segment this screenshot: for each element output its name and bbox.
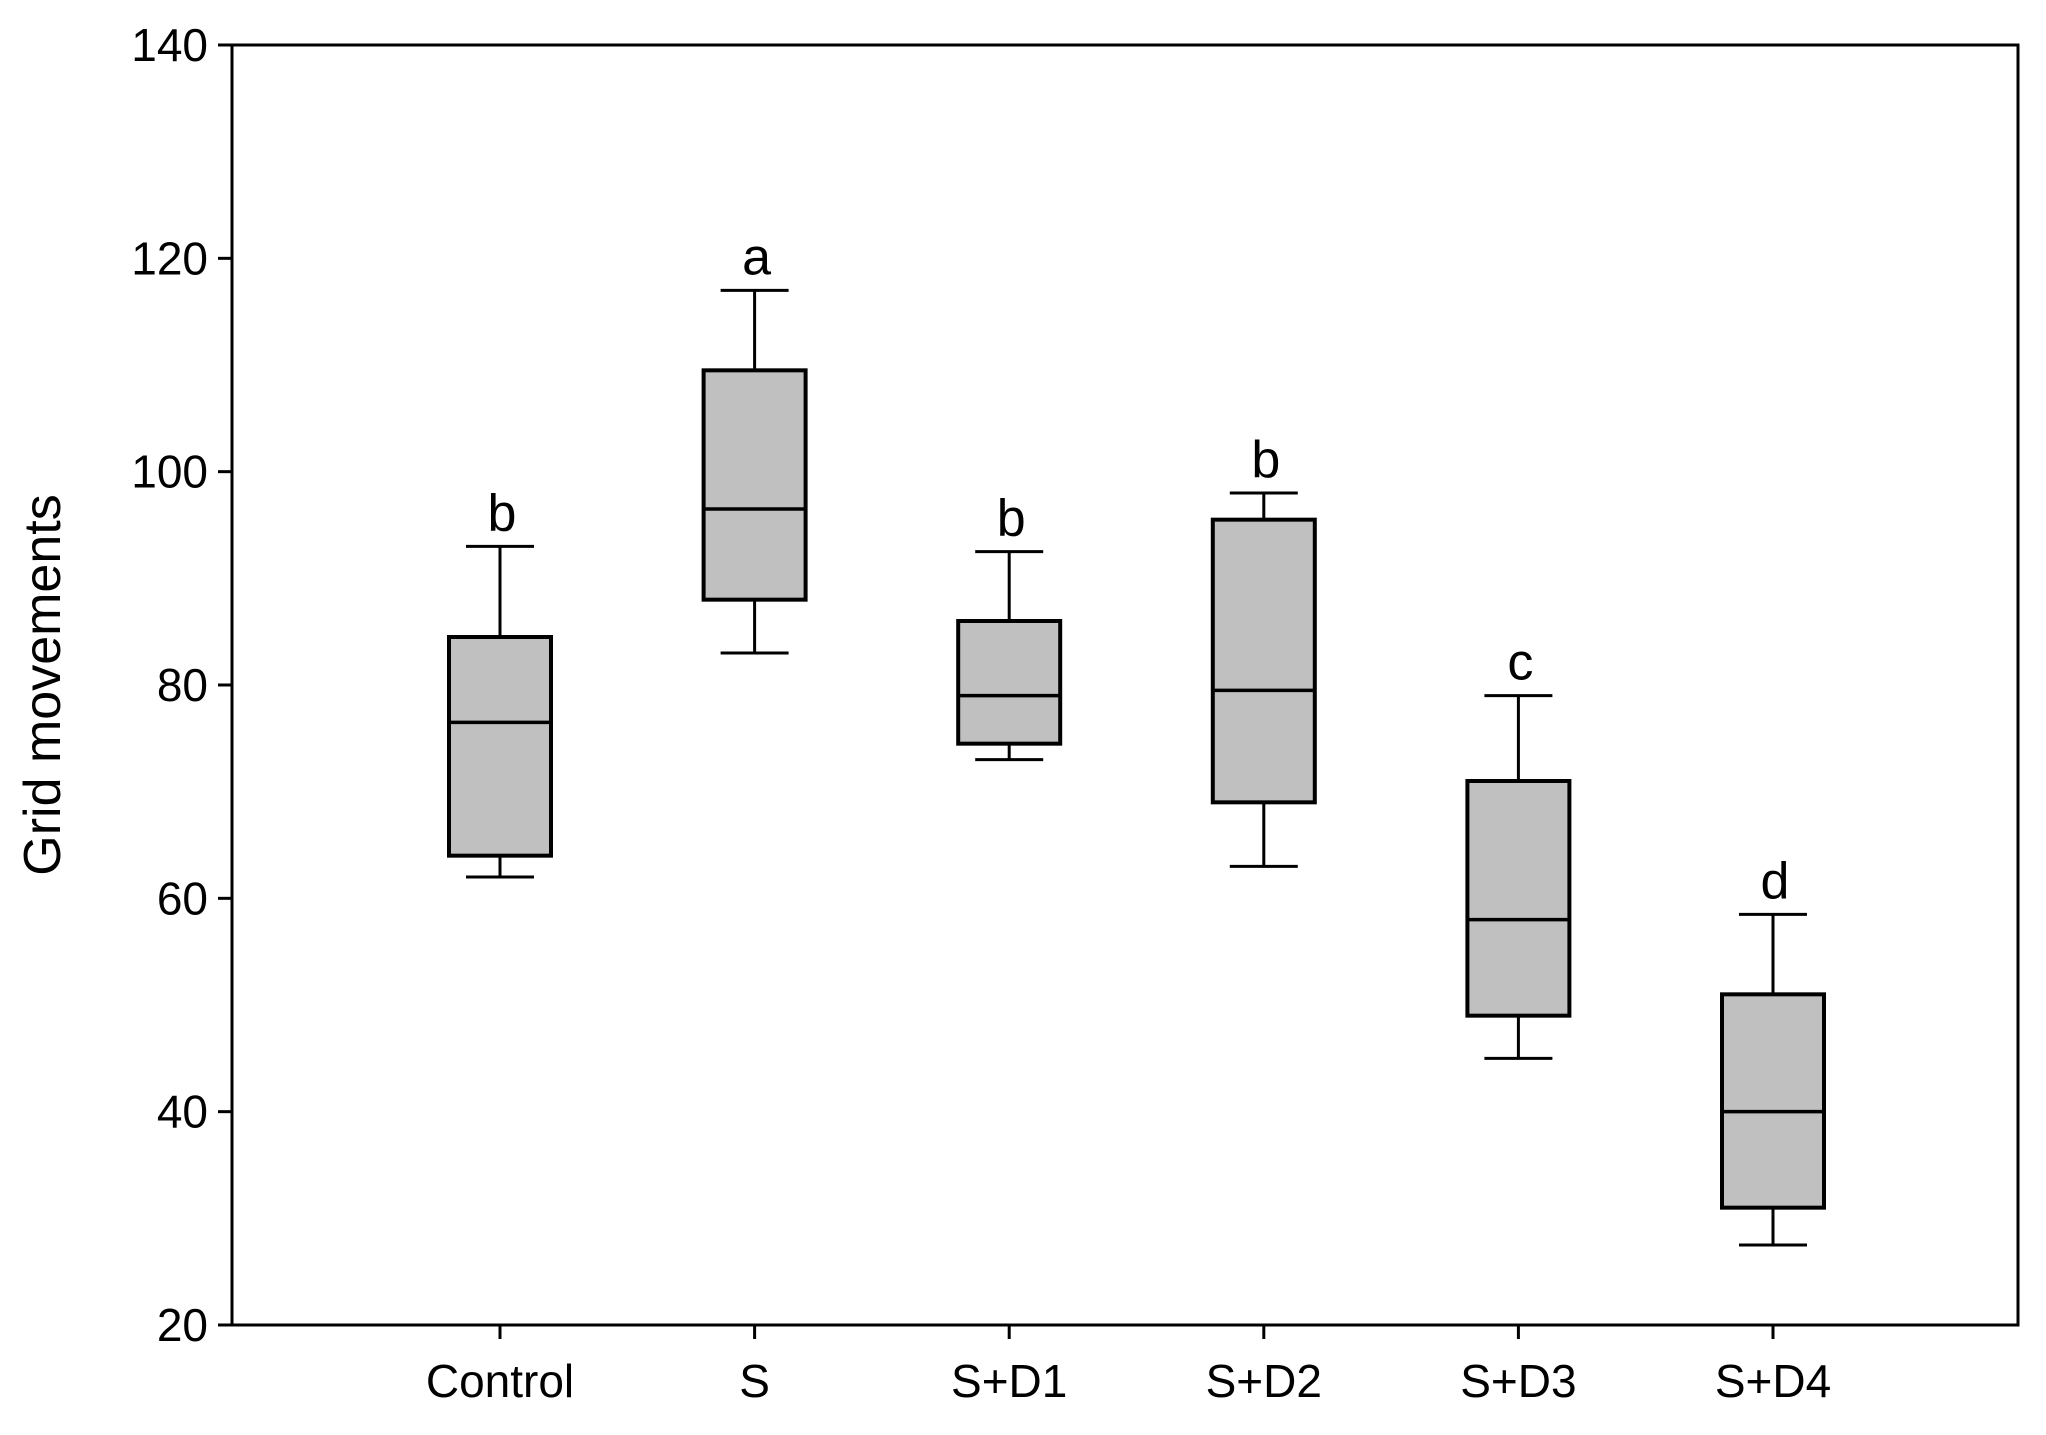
box-group-s-plus-d2: b <box>1210 431 1317 868</box>
significance-label: a <box>742 228 771 286</box>
x-tick-label: Control <box>426 1355 574 1407</box>
x-tick-label: S+D4 <box>1715 1355 1831 1407</box>
box-group-s-plus-d3: c <box>1465 634 1572 1060</box>
iqr-box <box>956 619 1063 746</box>
iqr-box <box>1210 517 1317 805</box>
y-tick-label: 60 <box>157 872 208 924</box>
y-axis: 20 40 60 80 100 120 140 <box>131 19 232 1351</box>
x-tick-label: S <box>739 1355 770 1407</box>
y-tick-label: 80 <box>157 659 208 711</box>
significance-label: b <box>488 484 517 542</box>
iqr-box <box>701 368 808 602</box>
iqr-box <box>1465 779 1572 1018</box>
x-tick-label: S+D2 <box>1206 1355 1322 1407</box>
significance-label: c <box>1507 634 1533 692</box>
y-tick-label: 40 <box>157 1086 208 1138</box>
box-group-s-plus-d4: d <box>1720 852 1826 1247</box>
significance-label: b <box>1251 431 1280 489</box>
y-tick-label: 20 <box>157 1299 208 1351</box>
y-tick-label: 100 <box>131 446 208 498</box>
y-tick-label: 140 <box>131 19 208 71</box>
y-axis-title: Grid movements <box>14 494 72 875</box>
significance-label: b <box>997 490 1026 548</box>
x-tick-label: S+D1 <box>951 1355 1067 1407</box>
iqr-box <box>1720 992 1826 1210</box>
box-series: b a b b c d <box>447 228 1826 1247</box>
box-group-control: b <box>447 484 553 879</box>
box-group-s: a <box>701 228 808 655</box>
significance-label: d <box>1761 852 1790 910</box>
iqr-box <box>447 635 553 858</box>
y-tick-label: 120 <box>131 232 208 284</box>
x-tick-label: S+D3 <box>1460 1355 1576 1407</box>
box-group-s-plus-d1: b <box>956 490 1063 762</box>
x-axis: Control S S+D1 S+D2 S+D3 S+D4 <box>426 1325 1831 1407</box>
